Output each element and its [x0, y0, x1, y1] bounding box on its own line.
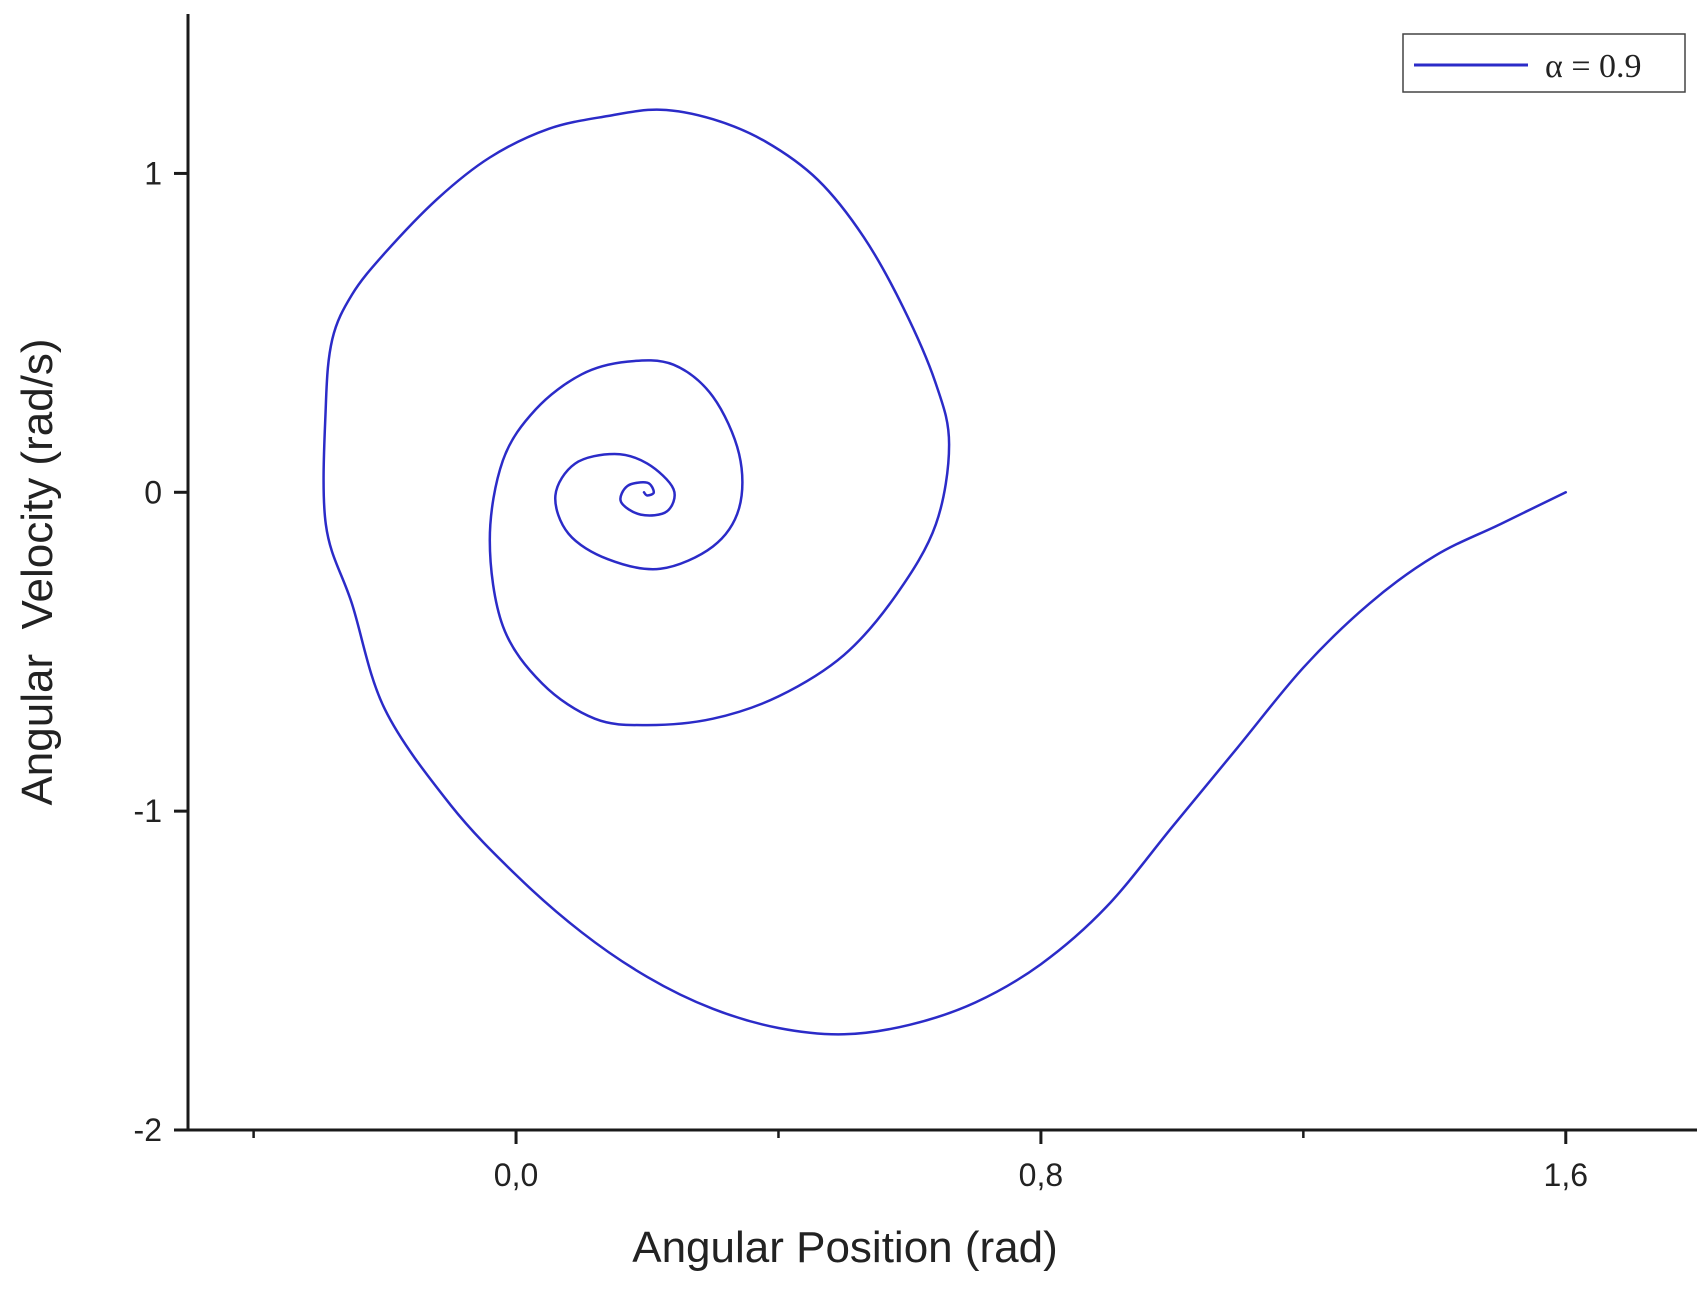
x-tick-labels: 0,0 0,8 1,6 [494, 1157, 1588, 1193]
y-tick-label: 1 [144, 155, 162, 191]
series-layer [322, 108, 1568, 1036]
x-tick-label: 0,8 [1019, 1157, 1063, 1193]
legend-box [1402, 33, 1686, 93]
y-tick-labels: -2 -1 0 1 [134, 155, 162, 1148]
y-tick-label: -1 [134, 793, 162, 829]
x-axis-ticks [252, 1130, 1568, 1144]
y-tick-label: 0 [144, 474, 162, 510]
x-tick-label: 0,0 [494, 1157, 538, 1193]
y-tick-label: -2 [134, 1112, 162, 1148]
y-axis-ticks [174, 171, 188, 1132]
x-axis-title: Angular Position (rad) [632, 1223, 1058, 1272]
y-axis-title: Angular Velocity (rad/s) [13, 338, 62, 805]
legend: α = 0.9 [1402, 33, 1686, 93]
series-line [322, 108, 1568, 1036]
legend-label: α = 0.9 [1545, 48, 1642, 85]
x-tick-label: 1,6 [1544, 1157, 1588, 1193]
